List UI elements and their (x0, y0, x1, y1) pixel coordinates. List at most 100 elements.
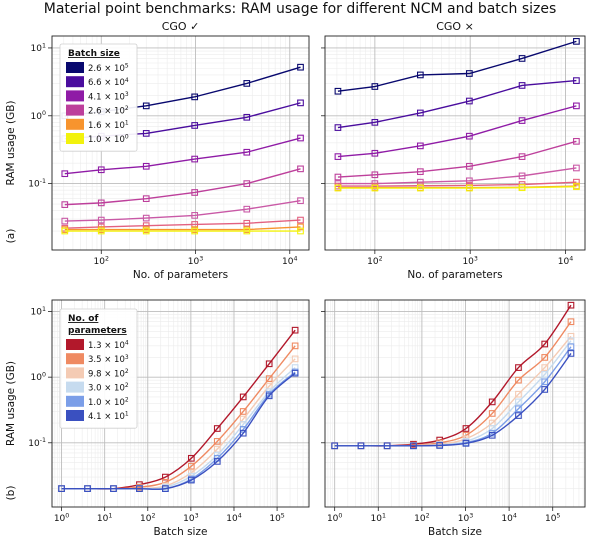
data-point (297, 134, 304, 142)
data-point (110, 485, 117, 492)
data-point (191, 189, 199, 196)
data-point (573, 102, 580, 110)
data-point (61, 217, 69, 225)
x-tick-label: 103 (462, 255, 477, 267)
data-point (518, 82, 526, 89)
data-point (466, 184, 473, 192)
data-point (573, 77, 580, 84)
y-tick-label: 100 (31, 372, 46, 384)
x-tick-label: 100 (54, 512, 69, 524)
data-point (136, 485, 143, 492)
data-point (567, 318, 575, 326)
data-point (291, 369, 299, 377)
panel-subtitle: CGO × (436, 20, 474, 33)
data-point (416, 71, 424, 79)
legend-swatch (66, 76, 84, 88)
data-point (371, 149, 379, 157)
data-point (213, 438, 221, 445)
legend-swatch (66, 367, 84, 379)
data-point (371, 184, 379, 192)
legend-swatch (66, 339, 84, 350)
legend-title: Batch size (68, 49, 120, 59)
x-tick-label: 101 (97, 512, 112, 524)
data-point (187, 462, 195, 470)
data-point (334, 184, 342, 192)
data-point (567, 337, 575, 345)
legend-label: 1.3 × 104 (88, 340, 129, 351)
series-group (58, 326, 299, 492)
legend-label: 1.0 × 100 (88, 134, 129, 145)
data-point (239, 408, 247, 415)
data-point (466, 162, 473, 170)
legend-swatch (66, 410, 84, 421)
data-point (466, 97, 473, 105)
data-point (243, 219, 251, 227)
x-tick-label: 102 (94, 255, 109, 267)
data-point (541, 378, 549, 386)
data-point (213, 425, 221, 432)
plot-frame (51, 35, 310, 251)
data-point (291, 355, 299, 363)
data-point (239, 429, 247, 437)
data-point (466, 70, 473, 77)
series-line-5 (337, 167, 577, 185)
data-point (142, 227, 150, 235)
x-tick-label: 104 (501, 512, 516, 524)
legend-label: 6.6 × 104 (88, 77, 129, 88)
data-point (518, 55, 526, 62)
data-point (187, 476, 195, 484)
data-point (191, 122, 199, 129)
data-point (573, 38, 580, 45)
data-point (515, 412, 522, 419)
data-point (416, 142, 424, 150)
data-point (466, 132, 473, 140)
legend-label: 3.0 × 102 (88, 382, 129, 393)
series-group (334, 38, 580, 192)
data-point (518, 172, 526, 180)
data-point (239, 421, 247, 428)
y-tick-label: 10-1 (28, 178, 46, 190)
data-point (243, 113, 251, 121)
series-line-6 (337, 181, 577, 187)
plot-frame (51, 299, 310, 508)
grid (325, 300, 585, 507)
data-point (466, 177, 473, 185)
x-tick-label: 104 (282, 255, 297, 267)
y-tick-label: 101 (31, 306, 46, 318)
x-tick-label: 105 (269, 512, 284, 524)
data-point (213, 458, 221, 465)
x-tick-label: 100 (327, 512, 342, 524)
x-tick-label: 103 (458, 512, 473, 524)
data-point (334, 87, 342, 95)
x-tick-label: 102 (414, 512, 429, 524)
data-point (162, 478, 169, 486)
legend-label: 1.0 × 102 (88, 396, 129, 407)
data-point (436, 442, 444, 449)
series-line-3 (64, 137, 301, 175)
data-point (142, 214, 150, 222)
data-point (573, 164, 580, 172)
panel-label: (b) (5, 486, 17, 501)
data-point (515, 405, 522, 413)
data-point (541, 371, 549, 378)
data-point (541, 354, 549, 361)
data-point (488, 410, 496, 417)
legend-swatch (66, 395, 84, 407)
data-point (573, 178, 580, 186)
data-point (297, 197, 304, 205)
figure-title: Material point benchmarks: RAM usage for… (44, 1, 557, 17)
data-point (416, 184, 424, 192)
data-point (515, 398, 522, 406)
legend-swatch (66, 62, 84, 73)
data-point (297, 227, 304, 235)
data-point (61, 227, 69, 235)
panel-2: 102 103 104 CGO × No. of parameters (321, 20, 586, 281)
data-point (265, 375, 273, 382)
plot-frame (324, 35, 586, 251)
data-point (371, 171, 379, 179)
data-point (541, 364, 549, 371)
x-tick-label: 105 (545, 512, 560, 524)
x-tick-label: 103 (188, 255, 203, 267)
data-point (291, 326, 299, 334)
y-axis-label: RAM usage (GB) (5, 361, 17, 446)
